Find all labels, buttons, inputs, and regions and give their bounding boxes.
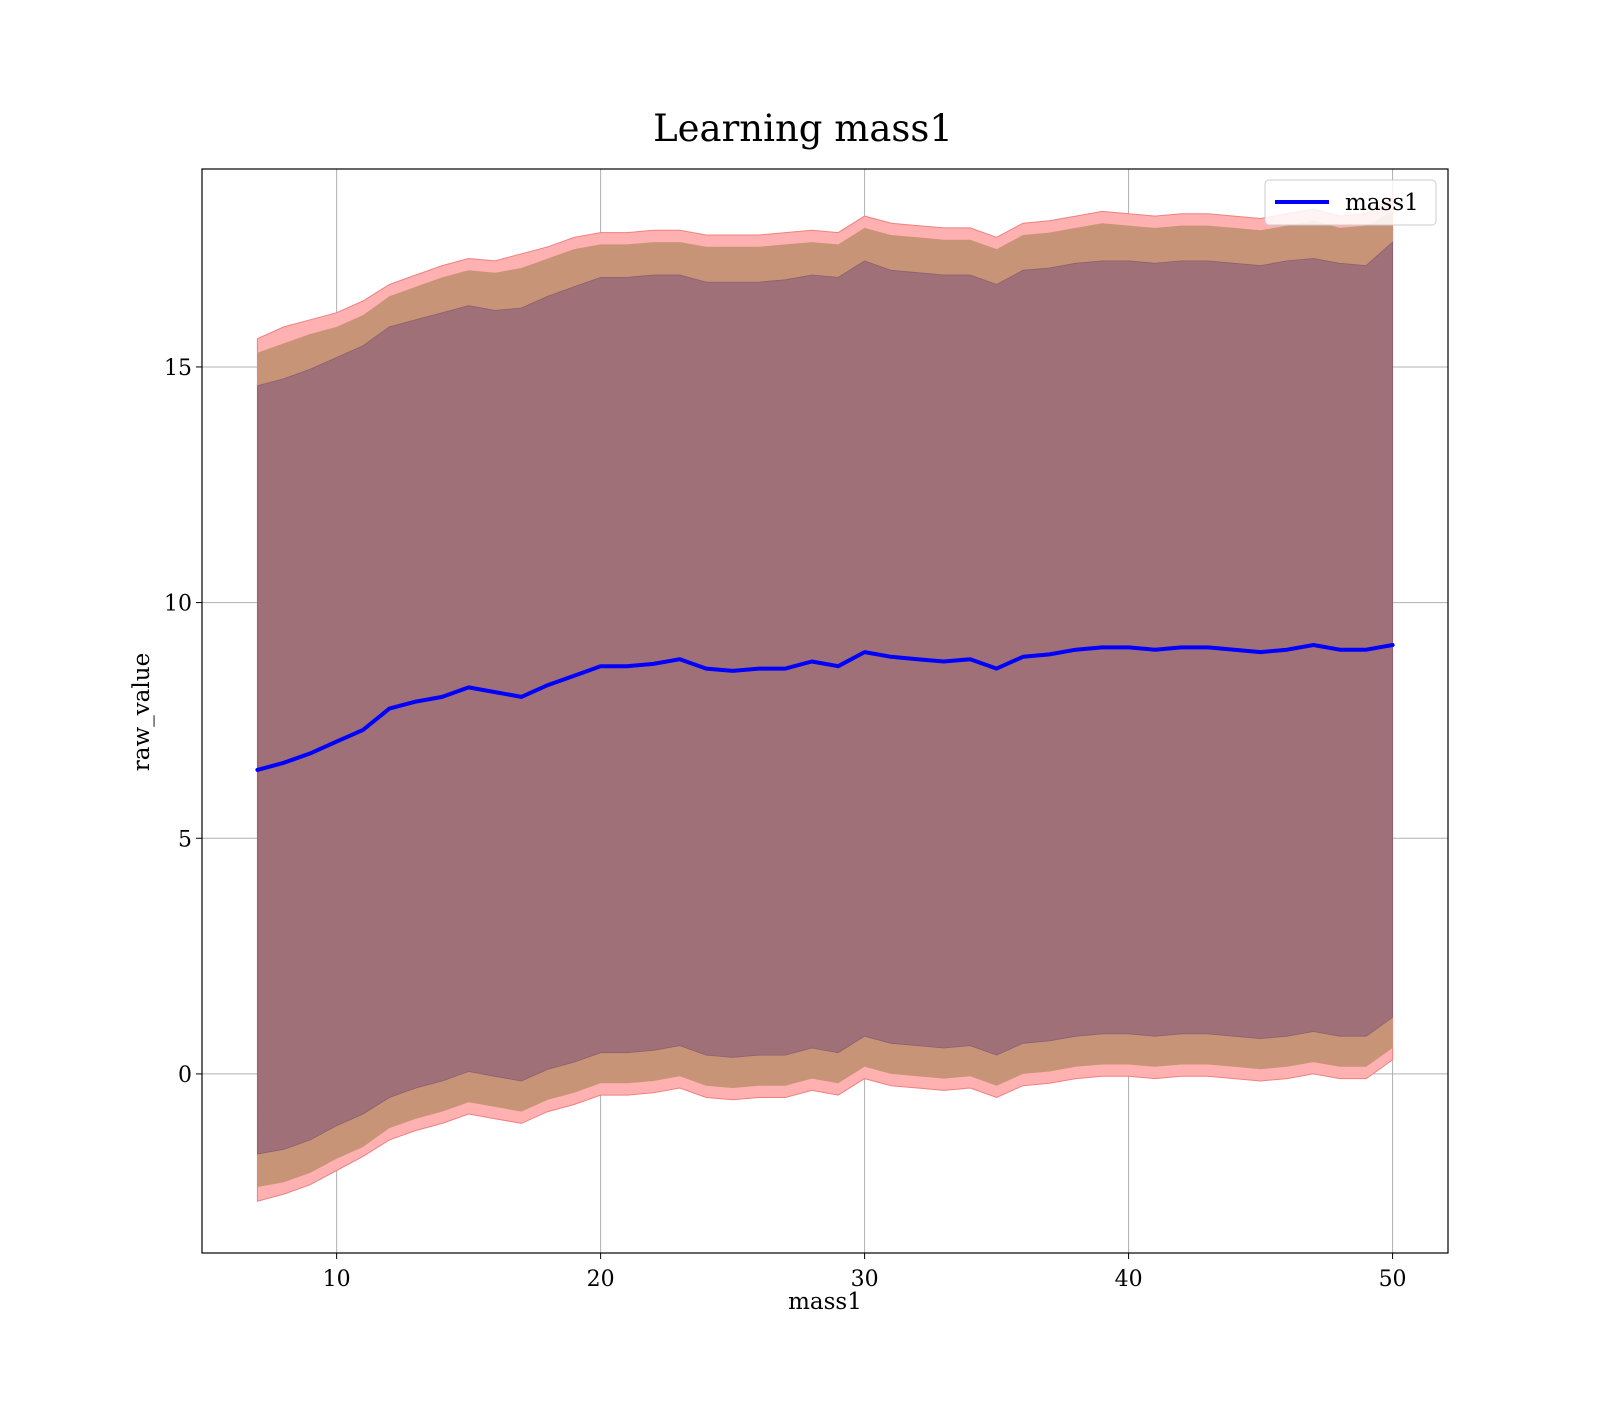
band-layer <box>256 196 1394 1202</box>
series-line-mass1 <box>255 643 1395 772</box>
x-axis-label: mass1 <box>788 1289 862 1315</box>
x-tick-label: 30 <box>851 1267 879 1292</box>
y-axis-label: raw_value <box>129 653 155 771</box>
x-tick-label: 20 <box>587 1267 615 1292</box>
legend-box <box>1264 179 1437 226</box>
x-axis-ticks: 10 20 30 40 50 <box>323 1253 1407 1292</box>
line-layer <box>255 643 1395 772</box>
y-tick-label: 5 <box>178 827 192 852</box>
x-tick-label: 10 <box>323 1267 351 1292</box>
legend-label-mass1: mass1 <box>1345 190 1419 216</box>
x-tick-label: 40 <box>1115 1267 1143 1292</box>
y-tick-label: 15 <box>164 356 192 381</box>
legend: mass1 <box>1264 179 1437 226</box>
y-tick-label: 10 <box>164 592 192 617</box>
y-tick-label: 0 <box>178 1063 192 1088</box>
band-inner <box>257 241 1393 1155</box>
plot-frame <box>201 168 1449 1254</box>
chart-title: Learning mass1 <box>653 107 953 150</box>
x-tick-label: 50 <box>1379 1267 1407 1292</box>
y-axis-ticks: 0 5 10 15 <box>164 356 202 1088</box>
